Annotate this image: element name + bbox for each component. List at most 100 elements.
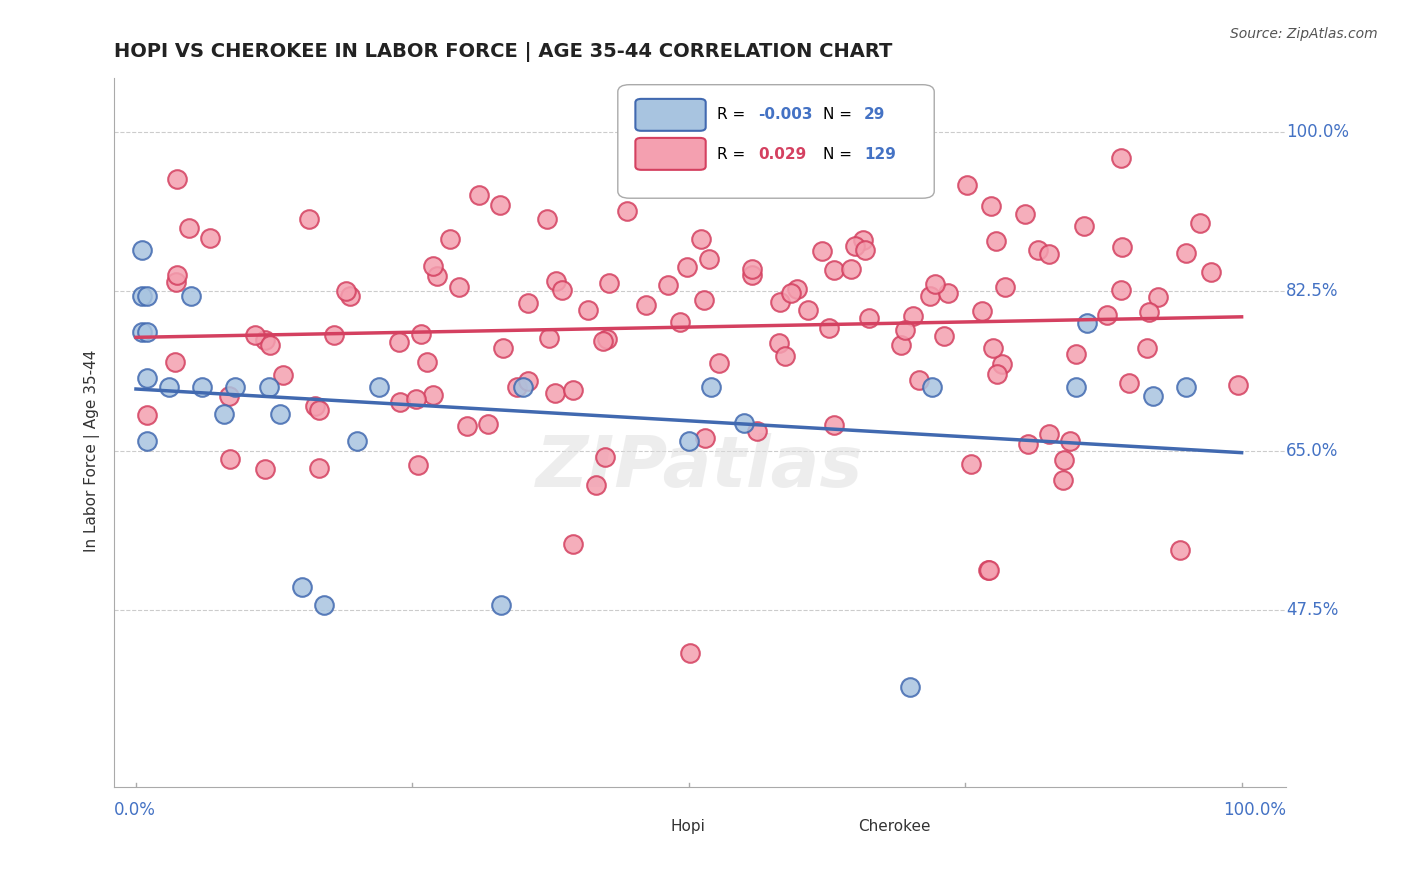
Text: ZIPatlas: ZIPatlas (536, 434, 863, 502)
Text: HOPI VS CHEROKEE IN LABOR FORCE | AGE 35-44 CORRELATION CHART: HOPI VS CHEROKEE IN LABOR FORCE | AGE 35… (114, 42, 893, 62)
Point (853, 244, 876, 258)
Point (165, 355, 187, 369)
Point (1111, 283, 1133, 297)
Point (1199, 265, 1222, 279)
Point (908, 373, 931, 387)
Point (1073, 219, 1095, 234)
Point (741, 268, 763, 282)
Point (595, 450, 617, 464)
Point (707, 356, 730, 370)
Point (697, 252, 720, 266)
Point (346, 434, 368, 449)
Point (422, 259, 444, 273)
Point (405, 392, 427, 406)
Point (745, 425, 768, 439)
Point (131, 326, 153, 340)
Point (1038, 246, 1060, 260)
Point (1017, 437, 1039, 451)
Point (634, 297, 657, 311)
Point (695, 432, 717, 446)
Point (693, 293, 716, 307)
Point (257, 380, 280, 394)
Text: 100.0%: 100.0% (1286, 123, 1348, 141)
Text: 0.029: 0.029 (758, 146, 807, 161)
Point (1136, 341, 1159, 355)
Point (335, 284, 357, 298)
Text: N =: N = (823, 107, 856, 122)
Point (657, 277, 679, 292)
Point (811, 244, 834, 259)
Point (858, 311, 880, 326)
Point (536, 212, 558, 227)
Point (970, 304, 993, 318)
Point (1064, 380, 1087, 394)
Point (259, 338, 281, 352)
Point (136, 434, 159, 449)
Point (669, 315, 692, 329)
Point (291, 580, 314, 594)
Point (422, 388, 444, 402)
Point (768, 336, 790, 351)
Point (517, 374, 540, 388)
Text: 82.5%: 82.5% (1286, 283, 1339, 301)
Point (936, 286, 959, 301)
Point (477, 417, 499, 432)
Point (254, 462, 277, 476)
Point (339, 289, 361, 303)
Point (797, 302, 820, 317)
Point (636, 107, 658, 121)
Point (492, 342, 515, 356)
FancyBboxPatch shape (617, 85, 934, 198)
Text: 65.0%: 65.0% (1286, 442, 1339, 459)
Point (633, 132, 655, 146)
Point (679, 646, 702, 660)
Text: 29: 29 (863, 107, 886, 122)
Point (876, 155, 898, 169)
Point (389, 395, 412, 409)
Point (779, 285, 801, 300)
Point (616, 204, 638, 219)
Point (1118, 376, 1140, 390)
Point (955, 178, 977, 193)
Point (269, 407, 291, 421)
Text: 47.5%: 47.5% (1286, 600, 1339, 619)
Point (1097, 308, 1119, 322)
Point (890, 338, 912, 352)
Point (839, 261, 862, 276)
Point (136, 289, 159, 303)
Point (308, 461, 330, 475)
Point (516, 296, 538, 310)
Point (543, 385, 565, 400)
Text: Cherokee: Cherokee (858, 819, 931, 834)
Point (411, 327, 433, 342)
Point (1053, 453, 1076, 467)
Point (678, 434, 700, 449)
Point (1147, 290, 1170, 304)
Point (439, 232, 461, 246)
Text: Source: ZipAtlas.com: Source: ZipAtlas.com (1230, 27, 1378, 41)
Point (852, 233, 875, 247)
Text: R =: R = (717, 107, 751, 122)
Point (775, 160, 797, 174)
Point (312, 598, 335, 612)
Point (818, 321, 841, 335)
Point (990, 358, 1012, 372)
Text: 0.0%: 0.0% (114, 801, 156, 819)
Point (595, 332, 617, 346)
Point (775, 349, 797, 363)
Point (903, 309, 925, 323)
Point (984, 234, 1007, 248)
Text: 129: 129 (863, 146, 896, 161)
Point (598, 277, 620, 291)
Point (165, 275, 187, 289)
Point (191, 380, 214, 394)
Point (416, 354, 439, 368)
Point (934, 329, 956, 343)
Point (700, 380, 723, 394)
Text: -0.003: -0.003 (758, 107, 813, 122)
Point (214, 407, 236, 421)
Point (426, 268, 449, 283)
Text: 100.0%: 100.0% (1223, 801, 1286, 819)
Point (1076, 316, 1098, 330)
Point (561, 383, 583, 397)
